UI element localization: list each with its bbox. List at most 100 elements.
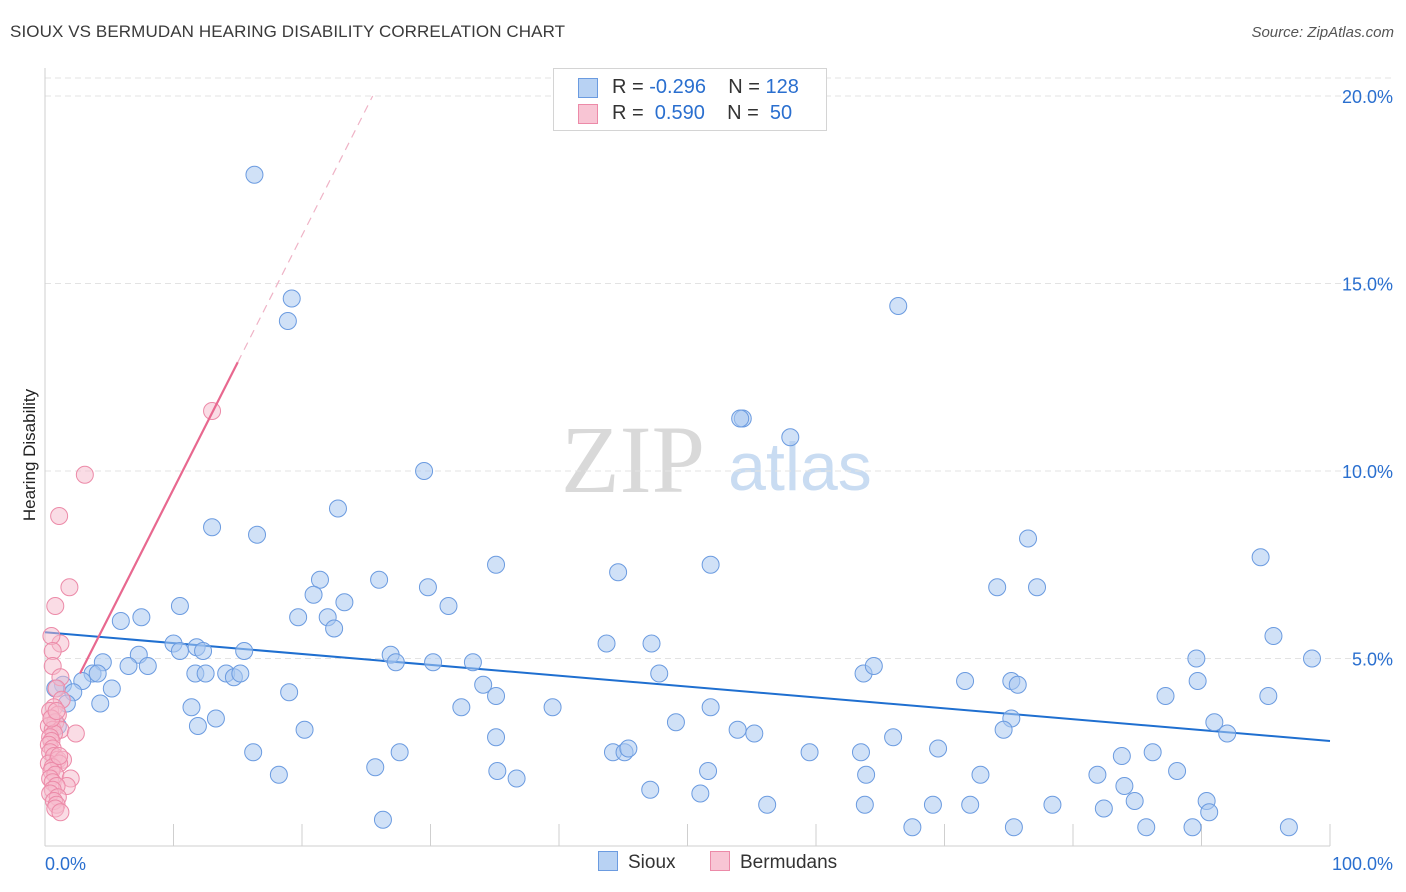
sioux-legend-label: Sioux bbox=[628, 852, 676, 873]
sioux-r-label: R = bbox=[612, 76, 644, 98]
sioux-point bbox=[289, 608, 308, 627]
bottom-legend-bermudans: Bermudans bbox=[710, 851, 837, 874]
sioux-point bbox=[463, 653, 482, 672]
bermudans-n-value: 50 bbox=[764, 102, 793, 124]
bermudans-point bbox=[51, 803, 70, 822]
bermudans-point bbox=[50, 747, 69, 765]
sioux-point bbox=[1259, 687, 1278, 705]
bermudans-point bbox=[50, 507, 69, 525]
sioux-point bbox=[1205, 713, 1224, 732]
bottom-legend-sioux: Sioux bbox=[598, 851, 676, 874]
sioux-point bbox=[701, 555, 720, 574]
sioux-swatch bbox=[578, 78, 598, 98]
sioux-point bbox=[1088, 765, 1107, 784]
sioux-point bbox=[929, 739, 948, 758]
x-tick-label-max: 100.0% bbox=[1332, 854, 1393, 874]
sioux-point bbox=[691, 784, 710, 803]
sioux-r-value: -0.296 bbox=[649, 76, 706, 98]
sioux-point bbox=[1008, 675, 1027, 694]
watermark-zip: ZIP bbox=[561, 406, 705, 513]
sioux-point bbox=[91, 694, 110, 713]
sioux-point bbox=[373, 810, 392, 829]
bermudans-point bbox=[66, 724, 85, 743]
sioux-point bbox=[132, 608, 151, 627]
sioux-point bbox=[235, 642, 254, 660]
sioux-point bbox=[1125, 792, 1144, 810]
sioux-point bbox=[280, 683, 299, 702]
bermudans-point bbox=[42, 627, 61, 645]
sioux-point bbox=[956, 672, 975, 690]
sioux-trendline bbox=[44, 631, 1331, 742]
sioux-point bbox=[487, 687, 506, 705]
sioux-point bbox=[543, 698, 562, 717]
sioux-point bbox=[269, 765, 288, 784]
sioux-point bbox=[889, 297, 908, 315]
bermudans-r-label: R = bbox=[612, 102, 644, 124]
sioux-point bbox=[1094, 799, 1113, 818]
sioux-point bbox=[182, 698, 201, 717]
sioux-point bbox=[1115, 777, 1134, 795]
sioux-point bbox=[366, 758, 385, 777]
sioux-point bbox=[452, 698, 471, 717]
sioux-point bbox=[1251, 548, 1270, 567]
sioux-point bbox=[1004, 818, 1023, 837]
sioux-point bbox=[699, 762, 718, 780]
bermudans-legend-swatch bbox=[710, 851, 730, 871]
chart-source: Source: ZipAtlas.com bbox=[1251, 24, 1394, 41]
sioux-point bbox=[188, 717, 207, 735]
watermark-atlas: atlas bbox=[728, 429, 872, 505]
sioux-point bbox=[328, 499, 347, 518]
sioux-point bbox=[1200, 803, 1219, 822]
sioux-point bbox=[102, 679, 121, 698]
sioux-point bbox=[203, 518, 222, 537]
sioux-point bbox=[170, 597, 189, 615]
sioux-point bbox=[1043, 795, 1062, 814]
sioux-point bbox=[390, 743, 409, 762]
sioux-point bbox=[415, 462, 434, 480]
sioux-point bbox=[1187, 649, 1206, 668]
sioux-point bbox=[857, 765, 876, 784]
sioux-point bbox=[961, 795, 980, 814]
bermudans-n-label: N = bbox=[727, 102, 759, 124]
bermudans-swatch bbox=[578, 104, 598, 124]
bermudans-r-value: 0.590 bbox=[649, 102, 705, 124]
correlation-legend: R = -0.296 N = 128 R = 0.590 N = 50 bbox=[553, 68, 827, 131]
y-tick-label: 5.0% bbox=[1352, 650, 1393, 670]
y-tick-label: 10.0% bbox=[1342, 462, 1393, 482]
sioux-point bbox=[597, 634, 616, 653]
sioux-point bbox=[282, 289, 301, 308]
sioux-point bbox=[231, 664, 250, 683]
sioux-point bbox=[111, 612, 130, 630]
sioux-point bbox=[418, 578, 437, 597]
sioux-point bbox=[758, 795, 777, 814]
sioux-n-label: N = bbox=[728, 76, 760, 98]
x-tick-label-min: 0.0% bbox=[45, 854, 86, 874]
sioux-point bbox=[728, 720, 747, 739]
bermudans-point bbox=[43, 642, 62, 660]
sioux-point bbox=[295, 720, 314, 739]
sioux-point bbox=[855, 795, 874, 814]
sioux-point bbox=[1264, 627, 1283, 645]
sioux-point bbox=[923, 795, 942, 814]
sioux-point bbox=[386, 653, 405, 672]
sioux-point bbox=[196, 664, 215, 683]
sioux-point bbox=[864, 657, 883, 675]
sioux-point bbox=[641, 780, 660, 799]
sioux-point bbox=[170, 642, 189, 660]
sioux-point bbox=[278, 312, 297, 330]
sioux-point bbox=[310, 570, 329, 589]
sioux-point bbox=[88, 664, 107, 683]
sioux-point bbox=[304, 585, 323, 604]
sioux-point bbox=[1218, 724, 1237, 743]
sioux-point bbox=[194, 642, 213, 660]
sioux-point bbox=[800, 743, 819, 762]
sioux-point bbox=[488, 762, 507, 780]
sioux-point bbox=[903, 818, 922, 837]
sioux-point bbox=[731, 409, 750, 428]
sioux-point bbox=[994, 720, 1013, 739]
sioux-point bbox=[1303, 649, 1322, 668]
y-tick-label: 15.0% bbox=[1342, 275, 1393, 295]
chart-title: SIOUX VS BERMUDAN HEARING DISABILITY COR… bbox=[10, 22, 566, 41]
sioux-point bbox=[988, 578, 1007, 597]
